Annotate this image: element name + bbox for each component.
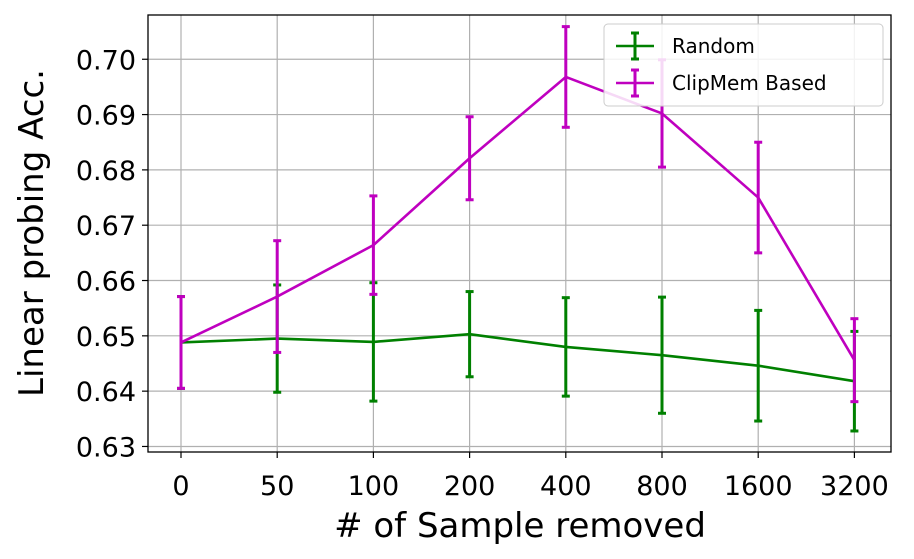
series-layer xyxy=(177,25,859,433)
series-line xyxy=(180,332,855,383)
error-bar xyxy=(754,140,763,255)
error-bar xyxy=(273,239,282,354)
x-tick-label: 200 xyxy=(444,471,496,502)
y-tick-label: 0.63 xyxy=(76,432,136,463)
series-line xyxy=(180,75,856,361)
x-tick-label: 100 xyxy=(348,471,400,502)
x-tick-label: 3200 xyxy=(820,471,889,502)
legend-label: Random xyxy=(672,34,755,58)
error-bar xyxy=(850,317,859,404)
axis-ticks: 0 50 100 200 400 800 1600 3200 0.63 0.64 0.65 0.66 0… xyxy=(76,45,889,502)
y-tick-label: 0.68 xyxy=(76,156,136,187)
error-bar xyxy=(177,295,185,390)
error-bar xyxy=(465,115,474,202)
y-tick-label: 0.64 xyxy=(76,377,136,408)
error-bar xyxy=(561,296,570,398)
legend-item: Random xyxy=(616,31,755,61)
plot-frame xyxy=(147,14,892,453)
y-tick-label: 0.65 xyxy=(76,322,136,353)
legend: Random ClipMem Based xyxy=(603,23,884,107)
x-tick-label: 1600 xyxy=(724,471,793,502)
y-axis-title: Linear probing Acc. xyxy=(12,69,52,397)
error-bar xyxy=(369,194,378,296)
error-bar xyxy=(658,295,666,415)
legend-box xyxy=(603,23,884,107)
error-bar xyxy=(561,25,570,129)
y-tick-label: 0.69 xyxy=(76,101,136,132)
legend-item: ClipMem Based xyxy=(616,68,827,98)
error-bar xyxy=(465,290,474,379)
y-tick-label: 0.66 xyxy=(76,267,136,298)
series-1 xyxy=(177,25,859,404)
y-tick-label: 0.70 xyxy=(76,45,136,76)
x-tick-label: 800 xyxy=(636,471,688,502)
x-tick-label: 50 xyxy=(260,471,294,502)
x-tick-label: 400 xyxy=(540,471,592,502)
x-axis-title: # of Sample removed xyxy=(334,506,706,546)
x-tick-label: 0 xyxy=(172,471,189,502)
series-0 xyxy=(177,281,859,433)
y-tick-label: 0.67 xyxy=(76,211,136,242)
error-bar xyxy=(754,308,763,423)
legend-label: ClipMem Based xyxy=(672,71,827,95)
